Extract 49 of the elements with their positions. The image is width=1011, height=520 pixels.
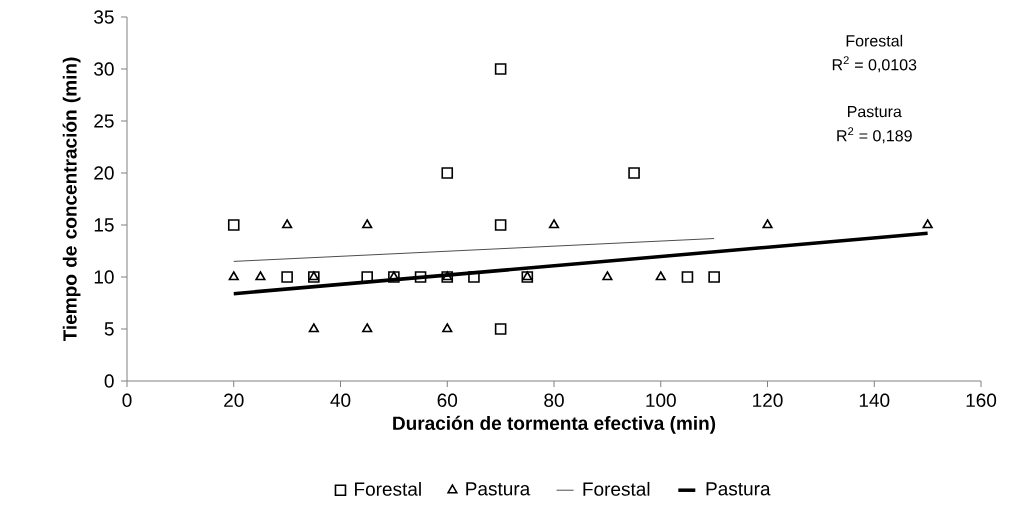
annotation: R$^{2}$ = 0,189: [837, 127, 912, 144]
point: [655, 271, 666, 281]
y-tick-label: 25: [94, 114, 114, 128]
y-tick-label: 30: [94, 62, 114, 76]
point: [281, 271, 293, 283]
x-tick-label: 0: [122, 393, 132, 407]
point: [228, 271, 239, 281]
annotation: Pastura: [848, 106, 902, 118]
annotation: R$^{2}$ = 0,0103: [832, 56, 917, 73]
x-tick-label: 140: [859, 393, 890, 407]
y-tick-label: 10: [94, 270, 114, 284]
point: [308, 323, 319, 333]
point: [708, 271, 720, 283]
point: [441, 167, 454, 179]
x-tick-label: 120: [753, 393, 783, 407]
point: [442, 323, 453, 333]
y-tick-label: 20: [94, 166, 114, 180]
point: [494, 219, 507, 231]
point: [681, 271, 694, 283]
point: [494, 63, 507, 75]
x-tick-label: 20: [224, 393, 244, 407]
y-tick-label: 5: [104, 322, 114, 336]
y-axis-title: Tiempo de concentración (min): [62, 57, 81, 342]
x-tick-label: 40: [330, 393, 351, 407]
point: [602, 271, 613, 281]
point: [494, 323, 507, 335]
point: [414, 271, 427, 283]
point: [282, 219, 293, 229]
point: [362, 219, 373, 229]
x-tick-label: 100: [646, 393, 676, 407]
annotation: Forestal: [846, 34, 903, 47]
point: [255, 271, 266, 281]
legend-label: Pastura: [706, 482, 771, 496]
legend-label: Forestal: [355, 481, 421, 496]
x-tick-label: 80: [544, 393, 564, 407]
point: [628, 167, 640, 179]
y-tick-label: 15: [94, 218, 114, 232]
point: [922, 219, 933, 229]
x-tick-label: 60: [437, 393, 458, 407]
x-axis-title: Duración de tormenta efectiva (min): [393, 415, 716, 434]
y-tick-label: 0: [104, 374, 114, 388]
point: [227, 219, 240, 231]
legend-label: Forestal: [583, 481, 650, 496]
x-tick-label: 160: [966, 393, 997, 407]
legend-label: Pastura: [466, 482, 531, 496]
point: [362, 323, 373, 333]
y-tick-label: 35: [94, 10, 114, 24]
point: [762, 219, 773, 229]
point: [548, 219, 560, 229]
